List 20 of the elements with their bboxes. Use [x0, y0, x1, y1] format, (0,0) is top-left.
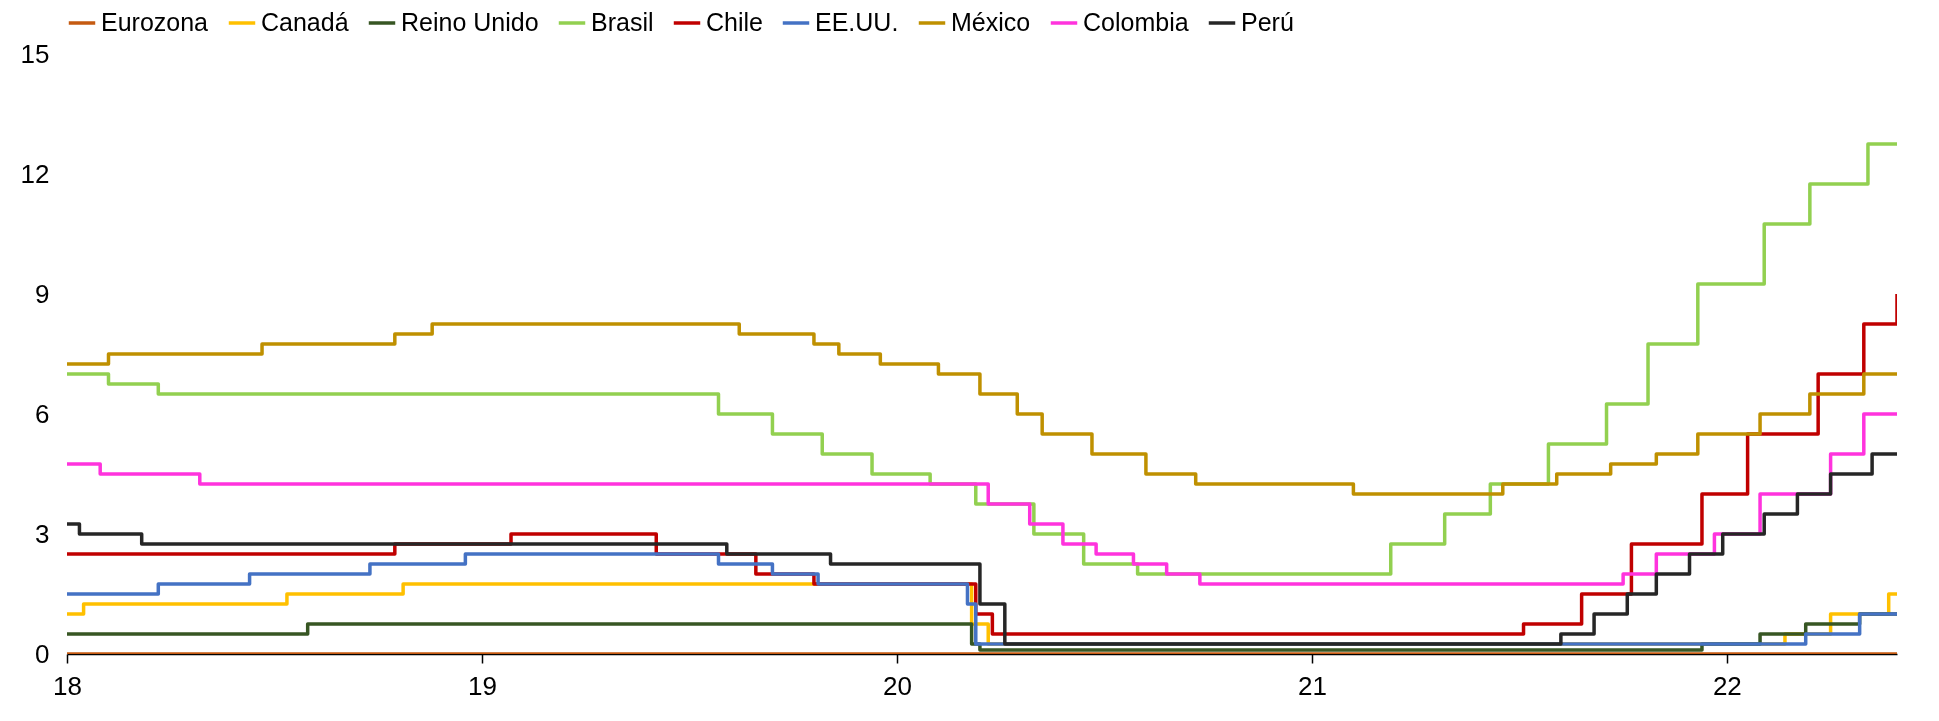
y-tick-label: 12	[20, 158, 50, 189]
legend-label: México	[951, 8, 1031, 36]
legend-label: Colombia	[1083, 8, 1189, 36]
legend-label: Reino Unido	[401, 8, 539, 36]
x-tick-label: 22	[1712, 670, 1742, 701]
y-tick-label: 15	[20, 38, 50, 69]
y-tick-label: 6	[35, 398, 50, 429]
x-tick-label: 19	[468, 670, 497, 701]
legend-label: Chile	[706, 8, 763, 36]
legend-label: Brasil	[591, 8, 654, 36]
y-tick-label: 3	[35, 518, 50, 549]
x-tick-label: 18	[53, 670, 82, 701]
legend-label: Perú	[1241, 8, 1294, 36]
y-tick-label: 0	[35, 638, 50, 669]
legend-label: Eurozona	[101, 8, 209, 36]
legend-label: Canadá	[261, 8, 349, 36]
x-tick-label: 20	[882, 670, 912, 701]
x-tick-label: 21	[1297, 670, 1327, 701]
legend-label: EE.UU.	[815, 8, 899, 36]
y-tick-label: 9	[35, 278, 50, 309]
